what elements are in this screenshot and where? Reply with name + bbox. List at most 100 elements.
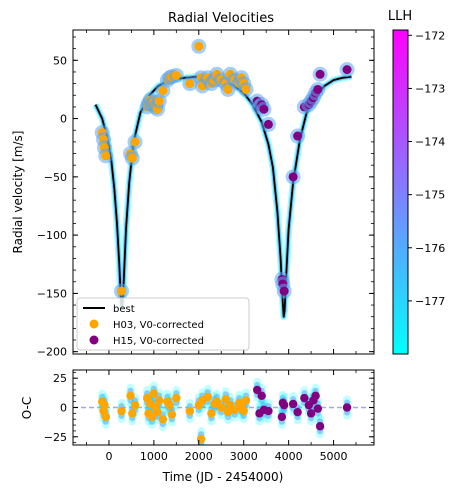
h15-point — [288, 172, 298, 182]
h15-point-residual — [342, 403, 352, 412]
h15-point — [259, 104, 269, 114]
h03-point-residual — [221, 395, 230, 404]
h03-point — [101, 151, 111, 161]
colorbar-ticks: −177 −176 −175 −174 −173 −172 — [408, 29, 445, 308]
h03-point — [223, 84, 233, 94]
h03-point-residual — [149, 389, 159, 398]
h15-point-residual — [293, 407, 302, 417]
rv-panel: Radial Velocities −200 −150 −100 −50 0 50 Rad… — [11, 11, 375, 359]
y-tick-label: −25 — [44, 431, 67, 444]
h03-point-residual — [212, 397, 221, 406]
rv-y-axis-label: Radial velocity [m/s] — [11, 131, 25, 254]
residual-y-axis-label: O-C — [20, 397, 34, 420]
h03-point-residual — [155, 396, 164, 405]
legend-h03-marker — [89, 319, 99, 329]
y-tick-label: −50 — [44, 171, 67, 184]
model-band-inner — [93, 74, 352, 319]
model-best-line — [94, 75, 352, 318]
h15-point — [293, 131, 303, 141]
y-tick-label: 25 — [53, 372, 67, 385]
legend-h15-label: H15, V0-corrected — [113, 336, 204, 347]
x-tick-label: 3000 — [230, 450, 258, 463]
h03-point — [154, 96, 164, 106]
h03-point-residual — [230, 405, 239, 415]
model-curve-group — [92, 73, 352, 321]
colorbar-tick-label: −173 — [415, 82, 445, 95]
h15-point-residual — [311, 391, 320, 400]
h15-point-residual — [313, 404, 323, 413]
legend-h03-label: H03, V0-corrected — [113, 320, 204, 331]
y-tick-label: 0 — [60, 402, 67, 415]
x-tick-label: 5000 — [320, 450, 348, 463]
x-tick-label: 4000 — [275, 450, 303, 463]
h03-point-residual — [203, 392, 212, 402]
h15-point — [279, 286, 289, 296]
colorbar-gradient — [392, 29, 409, 355]
legend-h15-marker — [89, 335, 99, 345]
x-tick-label: 0 — [105, 450, 112, 463]
residual-panel: 0 1000 2000 3000 4000 5000 −25 0 25 Time (JD - … — [20, 369, 375, 484]
h15-point-residual — [277, 412, 287, 422]
h15-point-residual — [264, 406, 273, 416]
h03-point — [127, 153, 137, 163]
colorbar-title: LLH — [388, 9, 412, 24]
legend-best-label: best — [113, 304, 135, 315]
h03-point-residual — [117, 406, 126, 416]
colorbar-tick-label: −174 — [415, 136, 445, 149]
legend-box — [76, 297, 250, 351]
h03-point-residual — [239, 406, 248, 416]
rv-y-ticks: −200 −150 −100 −50 0 50 — [37, 36, 374, 359]
residual-x-ticks: 0 1000 2000 3000 4000 5000 — [86, 370, 357, 463]
h03-point — [130, 137, 140, 147]
h15-point-residual — [252, 385, 262, 395]
h15-point-residual — [306, 409, 316, 418]
h03-point — [158, 86, 168, 96]
h15-point-residual — [279, 400, 289, 410]
h03-point-residual — [207, 409, 216, 418]
y-tick-label: −100 — [37, 229, 67, 242]
y-tick-label: 50 — [53, 54, 67, 67]
h03-point — [117, 286, 127, 296]
legend: best H03, V0-corrected H15, V0-corrected — [76, 297, 250, 351]
residual-points-group — [98, 385, 352, 444]
h03-point-residual — [172, 393, 181, 403]
h15-point — [263, 119, 273, 129]
h03-point-residual — [126, 391, 135, 400]
h03-point-residual — [196, 434, 206, 444]
model-band-outer — [92, 73, 352, 321]
h03-point-residual — [153, 407, 162, 417]
h03-point-residual — [223, 407, 233, 417]
residual-x-axis-label: Time (JD - 2454000) — [162, 470, 284, 484]
h03-point-residual — [167, 410, 177, 419]
h03-point — [171, 70, 181, 80]
residual-y-ticks: −25 0 25 — [44, 371, 374, 444]
h03-point — [185, 79, 195, 89]
h03-point-residual — [165, 400, 174, 410]
h15-point — [315, 69, 325, 79]
h03-point — [194, 41, 204, 51]
x-tick-label: 2000 — [185, 450, 213, 463]
colorbar-tick-label: −176 — [415, 242, 445, 255]
h03-point-residual — [185, 406, 195, 416]
colorbar-tick-label: −175 — [415, 189, 445, 202]
h15-point-residual — [315, 422, 325, 431]
colorbar: LLH −177 −176 −175 −174 −173 −172 — [388, 9, 445, 355]
h03-point — [241, 84, 251, 94]
h03-point-residual — [158, 415, 168, 424]
h15-point-residual — [300, 393, 309, 403]
h03-point-residual — [241, 396, 251, 405]
h15-point-residual — [257, 391, 266, 400]
colorbar-tick-label: −177 — [415, 295, 445, 308]
h03-point-residual — [100, 400, 109, 410]
x-tick-label: 1000 — [140, 450, 168, 463]
rv-axes-frame — [72, 29, 375, 355]
h03-point-residual — [130, 400, 140, 410]
h15-point-residual — [288, 399, 298, 409]
h15-point — [313, 84, 323, 94]
chart-title: Radial Velocities — [168, 11, 274, 26]
h03-point-residual — [128, 409, 137, 418]
h03-point-residual — [101, 412, 110, 422]
rv-points-group — [94, 38, 355, 299]
y-tick-label: −150 — [37, 287, 67, 300]
